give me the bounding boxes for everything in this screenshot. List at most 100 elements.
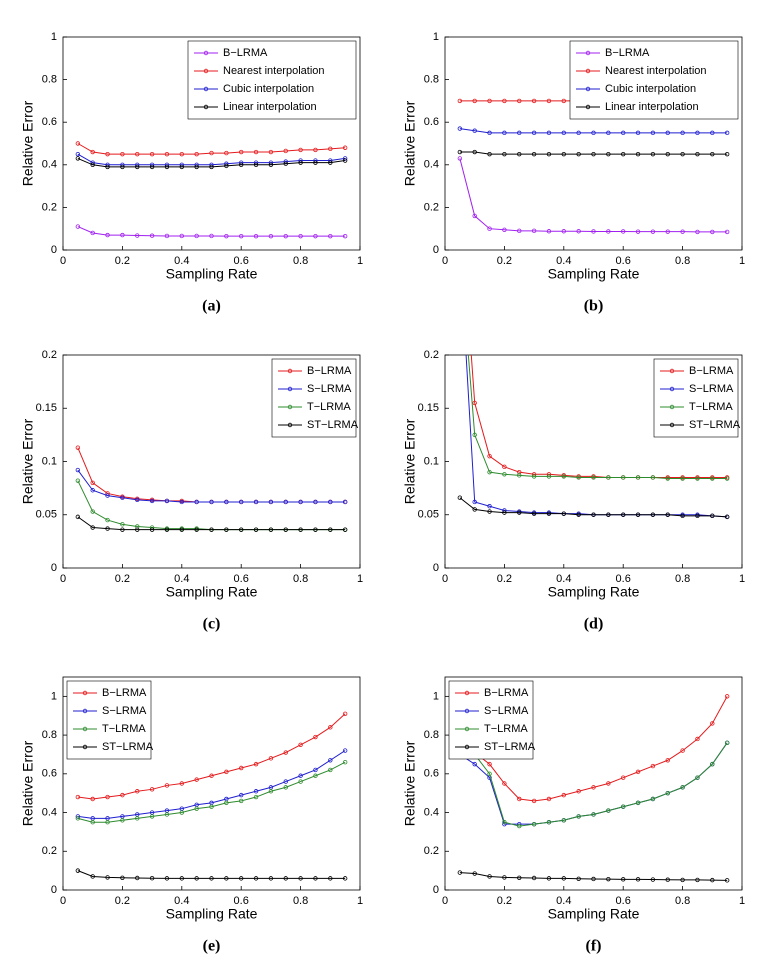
legend-marker [203, 50, 209, 56]
point-marker [164, 812, 170, 817]
point-marker [546, 229, 552, 234]
x-tick-label: 1 [357, 895, 363, 907]
legend-marker [585, 50, 591, 56]
x-tick-label: 0.8 [293, 255, 308, 267]
point-marker [472, 128, 477, 133]
legend-marker [82, 708, 88, 714]
series-line [459, 696, 728, 802]
x-tick-label: 0 [60, 573, 66, 585]
point-marker [710, 761, 715, 767]
point-marker [517, 130, 522, 136]
point-marker [576, 789, 581, 794]
point-marker [105, 493, 110, 498]
point-marker [313, 147, 318, 153]
x-tick-label: 0.2 [497, 573, 512, 585]
x-tick-label: 0.4 [174, 255, 189, 267]
point-marker [650, 796, 656, 802]
point-marker [268, 876, 274, 881]
legend-label: B−LRMA [102, 687, 147, 699]
point-marker [238, 527, 244, 532]
point-marker [238, 499, 244, 505]
point-marker [105, 526, 110, 531]
y-tick-label: 1 [433, 690, 439, 702]
point-marker [695, 513, 700, 519]
point-marker [75, 794, 81, 800]
point-marker [635, 130, 641, 136]
point-marker [650, 475, 656, 480]
y-tick-label: 0.05 [418, 509, 439, 521]
point-marker [194, 777, 199, 782]
series-line [470, 355, 728, 478]
legend: B−LRMA S−LRMA T−LRMA ST−LRMA [271, 358, 359, 438]
point-marker [75, 514, 81, 520]
point-marker [253, 761, 259, 767]
y-tick-label: 0 [433, 244, 439, 256]
point-marker [268, 162, 274, 167]
series-line [467, 355, 728, 480]
point-marker [457, 495, 463, 500]
point-marker [298, 742, 303, 747]
x-tick-label: 1 [739, 573, 745, 585]
x-tick-label: 0.8 [675, 895, 690, 907]
x-tick-label: 0.2 [115, 573, 130, 585]
legend-marker [669, 422, 675, 428]
point-marker [342, 748, 348, 753]
x-tick-label: 0.6 [234, 573, 249, 585]
legend-label: Cubic interpolation [223, 83, 314, 95]
legend-label: S−LRMA [484, 705, 529, 717]
point-marker [342, 158, 348, 163]
point-marker [561, 876, 566, 881]
point-marker [502, 510, 507, 515]
point-marker [75, 868, 81, 873]
legend-label: T−LRMA [102, 723, 146, 735]
point-marker [328, 146, 333, 152]
series-line [77, 750, 346, 819]
y-tick-label: 0.1 [424, 455, 439, 467]
point-marker [90, 874, 95, 879]
series-line [459, 151, 728, 155]
point-marker [135, 875, 140, 881]
point-marker [621, 475, 626, 480]
point-marker [298, 876, 303, 881]
point-marker [517, 228, 522, 234]
point-marker [561, 511, 566, 516]
legend: B−LRMA S−LRMA T−LRMA ST−LRMA [448, 680, 536, 760]
point-marker [105, 151, 110, 157]
point-marker [561, 151, 566, 157]
legend-label: T−LRMA [484, 723, 528, 735]
plot-lines [457, 694, 730, 883]
point-marker [724, 130, 730, 136]
legend-marker [82, 726, 88, 732]
point-marker [591, 475, 596, 480]
y-tick-label: 0.05 [36, 509, 57, 521]
point-marker [313, 767, 318, 773]
point-marker [253, 233, 259, 239]
point-marker [576, 814, 581, 819]
point-marker [591, 130, 596, 136]
point-marker [517, 875, 522, 881]
point-marker [342, 876, 348, 881]
point-marker [283, 785, 288, 790]
point-marker [680, 130, 685, 136]
caption: (b) [584, 298, 604, 315]
point-marker [75, 224, 81, 229]
point-marker [517, 98, 522, 104]
point-marker [710, 130, 715, 136]
x-tick-label: 1 [739, 255, 745, 267]
y-tick-label: 0.6 [42, 768, 57, 780]
x-tick-label: 0.6 [616, 255, 631, 267]
point-marker [179, 499, 184, 505]
x-tick-label: 0 [442, 573, 448, 585]
point-marker [561, 229, 566, 234]
point-marker [621, 151, 626, 157]
legend-label: Nearest interpolation [223, 65, 325, 77]
point-marker [90, 796, 95, 802]
point-marker [224, 876, 229, 881]
y-tick-label: 0.2 [424, 201, 439, 213]
point-marker [502, 227, 507, 232]
legend-label: ST−LRMA [689, 419, 741, 431]
point-marker [253, 162, 259, 167]
legend-label: B−LRMA [484, 687, 529, 699]
x-tick-label: 0.6 [616, 573, 631, 585]
point-marker [135, 524, 140, 529]
